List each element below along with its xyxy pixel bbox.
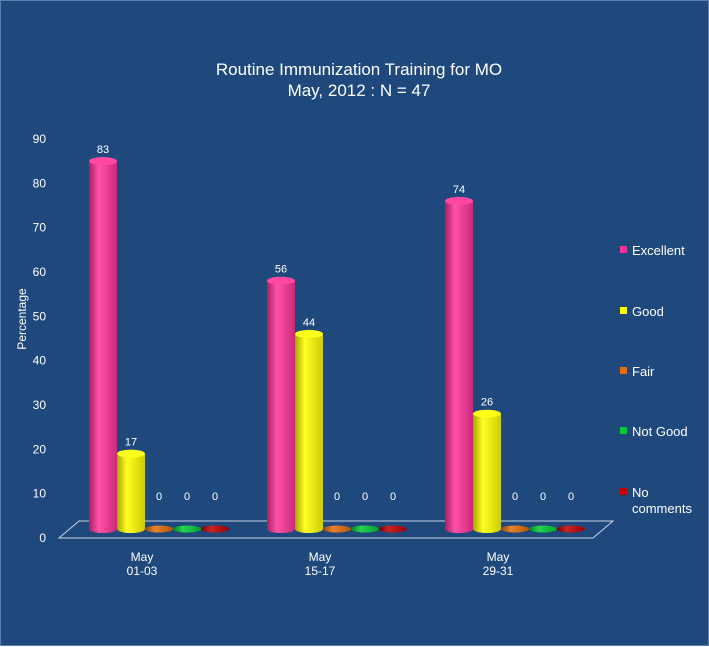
y-tick-label: 90 (33, 132, 47, 146)
legend-label: Fair (632, 364, 655, 379)
legend-swatch (620, 488, 627, 495)
chart-title: Routine Immunization Training for MO (216, 60, 502, 79)
data-label: 83 (97, 144, 109, 156)
legend-swatch (620, 427, 627, 434)
bar (557, 525, 585, 533)
bars (89, 157, 585, 534)
bar-top (89, 157, 117, 166)
y-tick-label: 30 (33, 398, 47, 412)
y-tick-label: 20 (33, 442, 47, 456)
bar (201, 525, 229, 533)
data-label: 17 (125, 437, 137, 449)
legend-label: Not Good (632, 424, 688, 439)
category-labels: May 01-03 May 15-17 May 29-31 (127, 550, 514, 578)
bar (145, 525, 173, 533)
x-tick-label: May 29-31 (483, 550, 514, 578)
y-tick-label: 80 (33, 176, 47, 190)
bar (379, 525, 407, 533)
bar (501, 525, 529, 533)
data-label: 0 (512, 491, 518, 503)
chart-subtitle: May, 2012 : N = 47 (288, 81, 431, 100)
data-label: 26 (481, 397, 493, 409)
bar (89, 161, 117, 534)
bar-top (445, 196, 473, 205)
data-label: 44 (303, 317, 315, 329)
bar (529, 525, 557, 533)
bar-top (473, 409, 501, 418)
y-tick-label: 0 (39, 531, 46, 545)
y-tick-label: 40 (33, 354, 47, 368)
data-label: 0 (334, 491, 340, 503)
y-tick-label: 60 (33, 265, 47, 279)
data-label: 0 (390, 491, 396, 503)
bar (267, 280, 295, 533)
data-label: 0 (156, 491, 162, 503)
bar (473, 413, 501, 533)
bar-top (117, 449, 145, 458)
y-axis-title: Percentage (15, 288, 29, 350)
y-tick-label: 10 (33, 487, 47, 501)
chart-floor (57, 520, 615, 539)
data-labels: 83 17 0 0 0 56 44 0 0 0 74 26 0 0 0 (97, 144, 574, 503)
data-label: 0 (212, 491, 218, 503)
data-label: 0 (362, 491, 368, 503)
bar (445, 200, 473, 533)
legend-label: Excellent (632, 243, 685, 258)
bar (323, 525, 351, 533)
legend-swatch (620, 367, 627, 374)
data-label: 0 (540, 491, 546, 503)
data-label: 74 (453, 184, 465, 196)
bar-top (295, 329, 323, 338)
legend-swatch (620, 246, 627, 253)
legend-label: No comments (632, 485, 692, 516)
legend: Excellent Good Fair Not Good No comments (620, 243, 692, 516)
y-tick-label: 50 (33, 309, 47, 323)
bar-top (267, 276, 295, 285)
bar (295, 333, 323, 533)
y-tick-label: 70 (33, 221, 47, 235)
bar (173, 525, 201, 533)
data-label: 56 (275, 264, 287, 276)
bar (351, 525, 379, 533)
x-tick-label: May 15-17 (305, 550, 336, 578)
x-tick-label: May 01-03 (127, 550, 158, 578)
legend-swatch (620, 307, 627, 314)
bar (117, 453, 145, 533)
data-label: 0 (568, 491, 574, 503)
y-axis: 0 10 20 30 40 50 60 70 80 90 (33, 132, 47, 545)
legend-label: Good (632, 304, 664, 319)
data-label: 0 (184, 491, 190, 503)
